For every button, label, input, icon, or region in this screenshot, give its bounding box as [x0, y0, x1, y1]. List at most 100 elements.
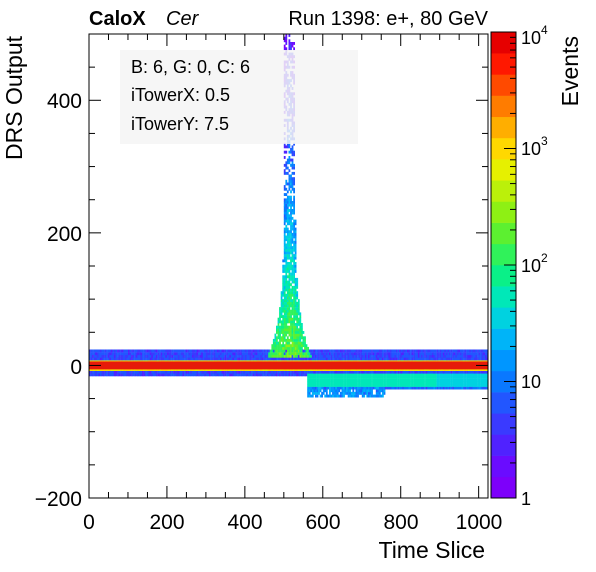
heat-cell	[461, 354, 464, 358]
heat-cell	[439, 368, 442, 371]
heat-cell	[327, 378, 330, 382]
heat-cell	[461, 368, 464, 371]
heat-cell	[481, 370, 484, 374]
heat-cell	[474, 354, 476, 358]
heat-cell	[221, 354, 224, 358]
heat-cell	[290, 163, 292, 167]
heat-cell	[474, 352, 476, 356]
heat-cell	[277, 357, 280, 361]
heat-cell	[316, 394, 319, 398]
heat-cell	[268, 373, 270, 377]
heat-cell	[400, 386, 403, 390]
heat-cell	[358, 376, 361, 379]
heat-cell	[165, 357, 168, 361]
heat-cell	[156, 370, 158, 374]
heat-cell	[408, 354, 411, 358]
heat-cell	[290, 248, 292, 252]
heat-cell	[377, 394, 380, 398]
heat-cell	[438, 357, 440, 361]
heat-cell	[98, 352, 101, 356]
heat-cell	[350, 368, 353, 371]
heat-cell	[252, 373, 255, 377]
heat-cell	[322, 352, 325, 356]
heat-cell	[308, 386, 311, 390]
heat-cell	[293, 262, 295, 265]
heat-cell	[288, 349, 291, 353]
heat-cell	[283, 187, 286, 191]
heat-cell	[249, 352, 252, 356]
heat-cell	[335, 373, 338, 377]
heat-cell	[291, 370, 294, 374]
heat-cell	[419, 376, 422, 379]
heat-cell	[294, 346, 297, 350]
heat-cell	[464, 386, 467, 390]
heat-cell	[96, 370, 99, 374]
heat-cell	[366, 389, 369, 393]
heat-cell	[368, 381, 370, 385]
heat-cell	[285, 309, 288, 313]
heat-cell	[288, 179, 291, 183]
heat-cell	[377, 391, 380, 395]
heat-cell	[202, 357, 205, 361]
heat-cell	[427, 376, 429, 379]
heat-cell	[299, 333, 302, 337]
heat-cell	[173, 349, 175, 353]
heat-cell	[215, 354, 217, 358]
heat-cell	[285, 198, 288, 202]
heat-cell	[244, 357, 247, 361]
heat-cell	[124, 370, 127, 374]
heat-cell	[248, 368, 250, 371]
heat-cell	[349, 384, 352, 387]
heat-cell	[442, 378, 445, 382]
heat-cell	[297, 320, 300, 324]
heat-cell	[132, 349, 135, 353]
heat-cell	[486, 357, 488, 361]
heat-cell	[283, 293, 286, 297]
heat-cell	[288, 182, 291, 186]
heat-cell	[402, 386, 405, 390]
heat-cell	[483, 386, 486, 390]
heat-cell	[227, 349, 230, 353]
heat-cell	[315, 357, 317, 361]
heat-cell	[215, 352, 217, 356]
heat-cell	[265, 368, 267, 371]
heat-cell	[322, 357, 325, 361]
heat-cell	[461, 373, 464, 377]
heat-cell	[293, 336, 295, 340]
heat-cell	[196, 368, 199, 371]
heat-cell	[146, 349, 149, 353]
heat-cell	[339, 352, 342, 356]
heat-cell	[290, 317, 292, 321]
heat-cell	[417, 370, 420, 374]
heat-cell	[439, 370, 442, 374]
heat-cell	[424, 381, 426, 385]
heat-cell	[484, 376, 487, 379]
heat-cell	[369, 394, 372, 398]
heat-cell	[288, 354, 291, 358]
heat-cell	[357, 391, 359, 395]
heat-cell	[296, 349, 299, 353]
heat-cell	[408, 381, 411, 385]
heat-cell	[288, 251, 291, 255]
heat-cell	[311, 381, 314, 385]
heat-cell	[478, 354, 481, 358]
heat-cell	[283, 299, 286, 302]
heat-cell	[486, 378, 488, 382]
heat-cell	[162, 352, 165, 356]
heat-cell	[301, 336, 303, 340]
heat-cell	[202, 352, 205, 356]
heat-cell	[336, 384, 339, 387]
heat-cell	[455, 352, 458, 356]
heat-cell	[408, 378, 411, 382]
heat-cell	[313, 381, 316, 385]
info-box: B: 6, G: 0, C: 6 iTowerX: 0.5 iTowerY: 7…	[120, 50, 358, 144]
heat-cell	[288, 246, 291, 249]
heat-cell	[248, 357, 250, 361]
heat-cell	[240, 368, 242, 371]
heat-cell	[428, 349, 431, 353]
heat-cell	[120, 354, 122, 358]
heat-cell	[290, 238, 292, 242]
heat-cell	[425, 354, 428, 358]
heat-cell	[294, 368, 297, 371]
heat-cell	[419, 354, 422, 358]
